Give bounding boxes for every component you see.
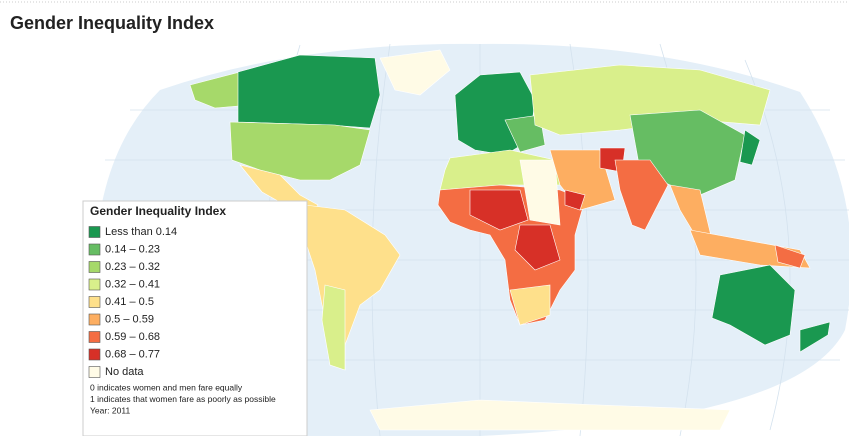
page-title: Gender Inequality Index bbox=[10, 13, 214, 33]
legend-swatch bbox=[88, 243, 101, 256]
legend-swatch bbox=[88, 278, 101, 291]
legend-note: Year: 2011 bbox=[90, 405, 130, 415]
legend-note: 1 indicates that women fare as poorly as… bbox=[90, 394, 276, 404]
world-map bbox=[94, 43, 849, 436]
legend-label: 0.59 – 0.68 bbox=[105, 331, 160, 343]
legend-label: 0.68 – 0.77 bbox=[105, 348, 160, 360]
countries bbox=[189, 49, 831, 431]
legend-items: Less than 0.14 0.14 – 0.23 0.23 – 0.32 0.32… bbox=[88, 226, 177, 378]
legend: Gender Inequality Index Less than 0.14 0.… bbox=[82, 200, 308, 436]
legend-label: 0.32 – 0.41 bbox=[105, 278, 160, 290]
legend-swatch bbox=[88, 226, 101, 238]
legend-swatch bbox=[88, 366, 101, 378]
legend-label: 0.5 – 0.59 bbox=[105, 313, 154, 325]
legend-note: 0 indicates women and men fare equally bbox=[90, 382, 243, 392]
legend-swatch bbox=[88, 348, 101, 361]
legend-swatch bbox=[88, 261, 101, 273]
legend-swatch bbox=[88, 313, 101, 326]
legend-notes: 0 indicates women and men fare equally 1 … bbox=[90, 382, 276, 415]
legend-label: 0.41 – 0.5 bbox=[105, 296, 154, 308]
legend-swatch bbox=[88, 296, 101, 308]
legend-title: Gender Inequality Index bbox=[90, 204, 226, 218]
legend-box bbox=[82, 200, 308, 436]
legend-label: Less than 0.14 bbox=[105, 226, 177, 238]
legend-label: 0.23 – 0.32 bbox=[105, 261, 160, 273]
legend-label: No data bbox=[105, 366, 144, 378]
legend-label: 0.14 – 0.23 bbox=[105, 243, 160, 255]
legend-swatch bbox=[88, 331, 101, 343]
